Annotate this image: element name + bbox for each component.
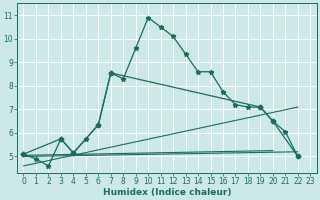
X-axis label: Humidex (Indice chaleur): Humidex (Indice chaleur)	[103, 188, 231, 197]
